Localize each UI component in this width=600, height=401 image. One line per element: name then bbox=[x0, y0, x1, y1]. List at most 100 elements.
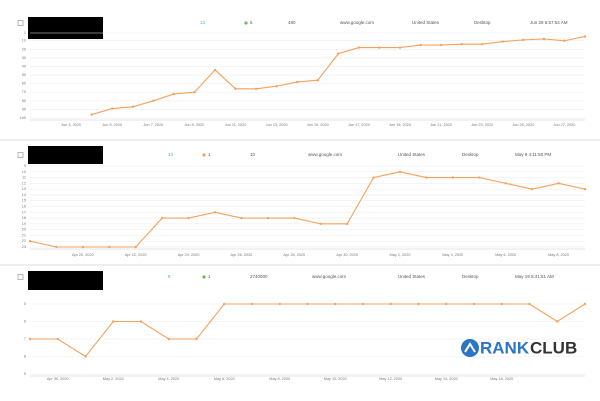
rank-point bbox=[563, 39, 566, 42]
y-tick-label: 8 bbox=[24, 355, 26, 359]
rank-point bbox=[445, 302, 448, 306]
header-cell: Desktop bbox=[474, 20, 491, 25]
rank-point bbox=[557, 182, 560, 185]
y-tick-label: 22 bbox=[22, 239, 26, 243]
x-tick-label: Jun 21, 2020 bbox=[430, 123, 452, 127]
x-tick-label: May 4, 2020 bbox=[442, 253, 463, 257]
rank-point bbox=[28, 337, 32, 341]
rank-point bbox=[213, 211, 217, 214]
rank-point bbox=[56, 337, 59, 341]
x-tick-label: Jun 25, 2020 bbox=[512, 123, 534, 127]
rank-point bbox=[195, 337, 198, 341]
rank-point bbox=[55, 245, 58, 249]
x-tick-label: Jun 3, 2020 bbox=[61, 123, 81, 127]
y-tick-label: 50 bbox=[22, 73, 26, 77]
y-tick-label: 15 bbox=[22, 199, 26, 203]
rank-point bbox=[193, 91, 196, 94]
rank-point bbox=[90, 113, 93, 116]
rank-point bbox=[419, 43, 422, 47]
row-checkbox bbox=[17, 274, 24, 280]
x-tick-label: Apr 22, 2020 bbox=[125, 253, 147, 257]
rank-point bbox=[108, 245, 111, 249]
rank-point bbox=[172, 92, 176, 96]
x-tick-label: Jun 23, 2020 bbox=[471, 123, 493, 127]
header-cell: 1 bbox=[208, 274, 211, 279]
rank-point bbox=[451, 176, 455, 179]
y-tick-label: 13 bbox=[22, 187, 26, 191]
rank-point bbox=[139, 320, 143, 323]
rank-point bbox=[275, 85, 278, 88]
rank-point bbox=[478, 176, 481, 179]
row-checkbox bbox=[17, 20, 24, 26]
header-cell: www.google.com bbox=[340, 20, 374, 25]
rank-point bbox=[472, 302, 476, 306]
y-tick-label: 6 bbox=[24, 320, 26, 324]
y-tick-label: 12 bbox=[22, 181, 26, 185]
rank-point bbox=[372, 176, 375, 179]
x-tick-label: Apr 26, 2020 bbox=[231, 253, 253, 257]
y-tick-label: 23 bbox=[22, 245, 26, 249]
y-tick-label: 20 bbox=[22, 47, 26, 51]
rank-point bbox=[378, 46, 381, 49]
rank-point bbox=[167, 337, 170, 341]
rank-point bbox=[542, 37, 546, 41]
header-cell: Jun 28 6:57:54 AM bbox=[530, 20, 568, 25]
rank-point bbox=[160, 216, 164, 220]
x-tick-label: May 14, 2020 bbox=[435, 377, 458, 381]
rank-point bbox=[250, 302, 254, 306]
x-tick-label: Jun 13, 2020 bbox=[266, 123, 288, 127]
rank-point bbox=[334, 302, 337, 306]
rank-point bbox=[501, 40, 504, 43]
redacted-box bbox=[28, 271, 103, 290]
rank-point bbox=[112, 320, 115, 323]
header-cell: Desktop bbox=[462, 274, 479, 279]
header-cell: 2740000 bbox=[250, 274, 268, 279]
y-tick-label: 10 bbox=[22, 39, 26, 43]
rank-point bbox=[234, 87, 237, 91]
x-tick-label: Jun 5, 2020 bbox=[102, 123, 122, 127]
header-cell: May 19 5:41:51 AM bbox=[515, 274, 554, 279]
x-tick-label: Jun 15, 2020 bbox=[307, 123, 329, 127]
rank-point bbox=[357, 46, 361, 49]
x-tick-label: May 6, 2020 bbox=[214, 377, 235, 381]
row-checkbox bbox=[17, 152, 24, 158]
rank-point bbox=[337, 52, 340, 55]
header-cell: United States bbox=[398, 274, 426, 279]
rank-line bbox=[29, 171, 586, 248]
logo-icon-arrow bbox=[464, 342, 476, 353]
rank-point bbox=[504, 182, 507, 185]
header-cell: United States bbox=[398, 152, 426, 157]
header-cell: 13 bbox=[200, 20, 206, 25]
y-tick-label: 11 bbox=[22, 176, 26, 180]
x-tick-label: May 4, 2020 bbox=[158, 377, 179, 381]
rank-point bbox=[306, 302, 309, 306]
rank-point bbox=[28, 240, 32, 243]
y-tick-label: 19 bbox=[22, 222, 26, 226]
y-tick-label: 18 bbox=[22, 216, 26, 220]
x-tick-label: May 6, 2020 bbox=[495, 253, 516, 257]
rank-point bbox=[345, 222, 349, 226]
rank-point bbox=[460, 42, 463, 46]
header-cell: 480 bbox=[288, 20, 296, 25]
rank-point bbox=[500, 302, 503, 306]
y-tick-label: 16 bbox=[22, 205, 26, 209]
x-tick-label: Jun 7, 2020 bbox=[143, 123, 163, 127]
rank-point bbox=[530, 187, 534, 191]
x-tick-label: Apr 30, 2020 bbox=[336, 253, 358, 257]
x-tick-label: May 10, 2020 bbox=[324, 377, 347, 381]
header-cell: 1 bbox=[208, 152, 211, 157]
rank-point bbox=[361, 302, 365, 306]
logo-club: CLUB bbox=[530, 338, 577, 357]
header-cell: www.google.com bbox=[312, 274, 346, 279]
header-cell: Desktop bbox=[462, 152, 479, 157]
redacted-box bbox=[28, 146, 103, 164]
y-tick-label: 7 bbox=[24, 337, 26, 341]
rank-point bbox=[81, 245, 85, 249]
x-tick-label: May 8, 2020 bbox=[548, 253, 569, 257]
rank-point bbox=[111, 107, 114, 110]
x-tick-label: May 2, 2020 bbox=[103, 377, 124, 381]
header-cell: 5 bbox=[250, 20, 253, 25]
x-tick-label: Apr 24, 2020 bbox=[178, 253, 200, 257]
status-dot bbox=[244, 21, 248, 25]
